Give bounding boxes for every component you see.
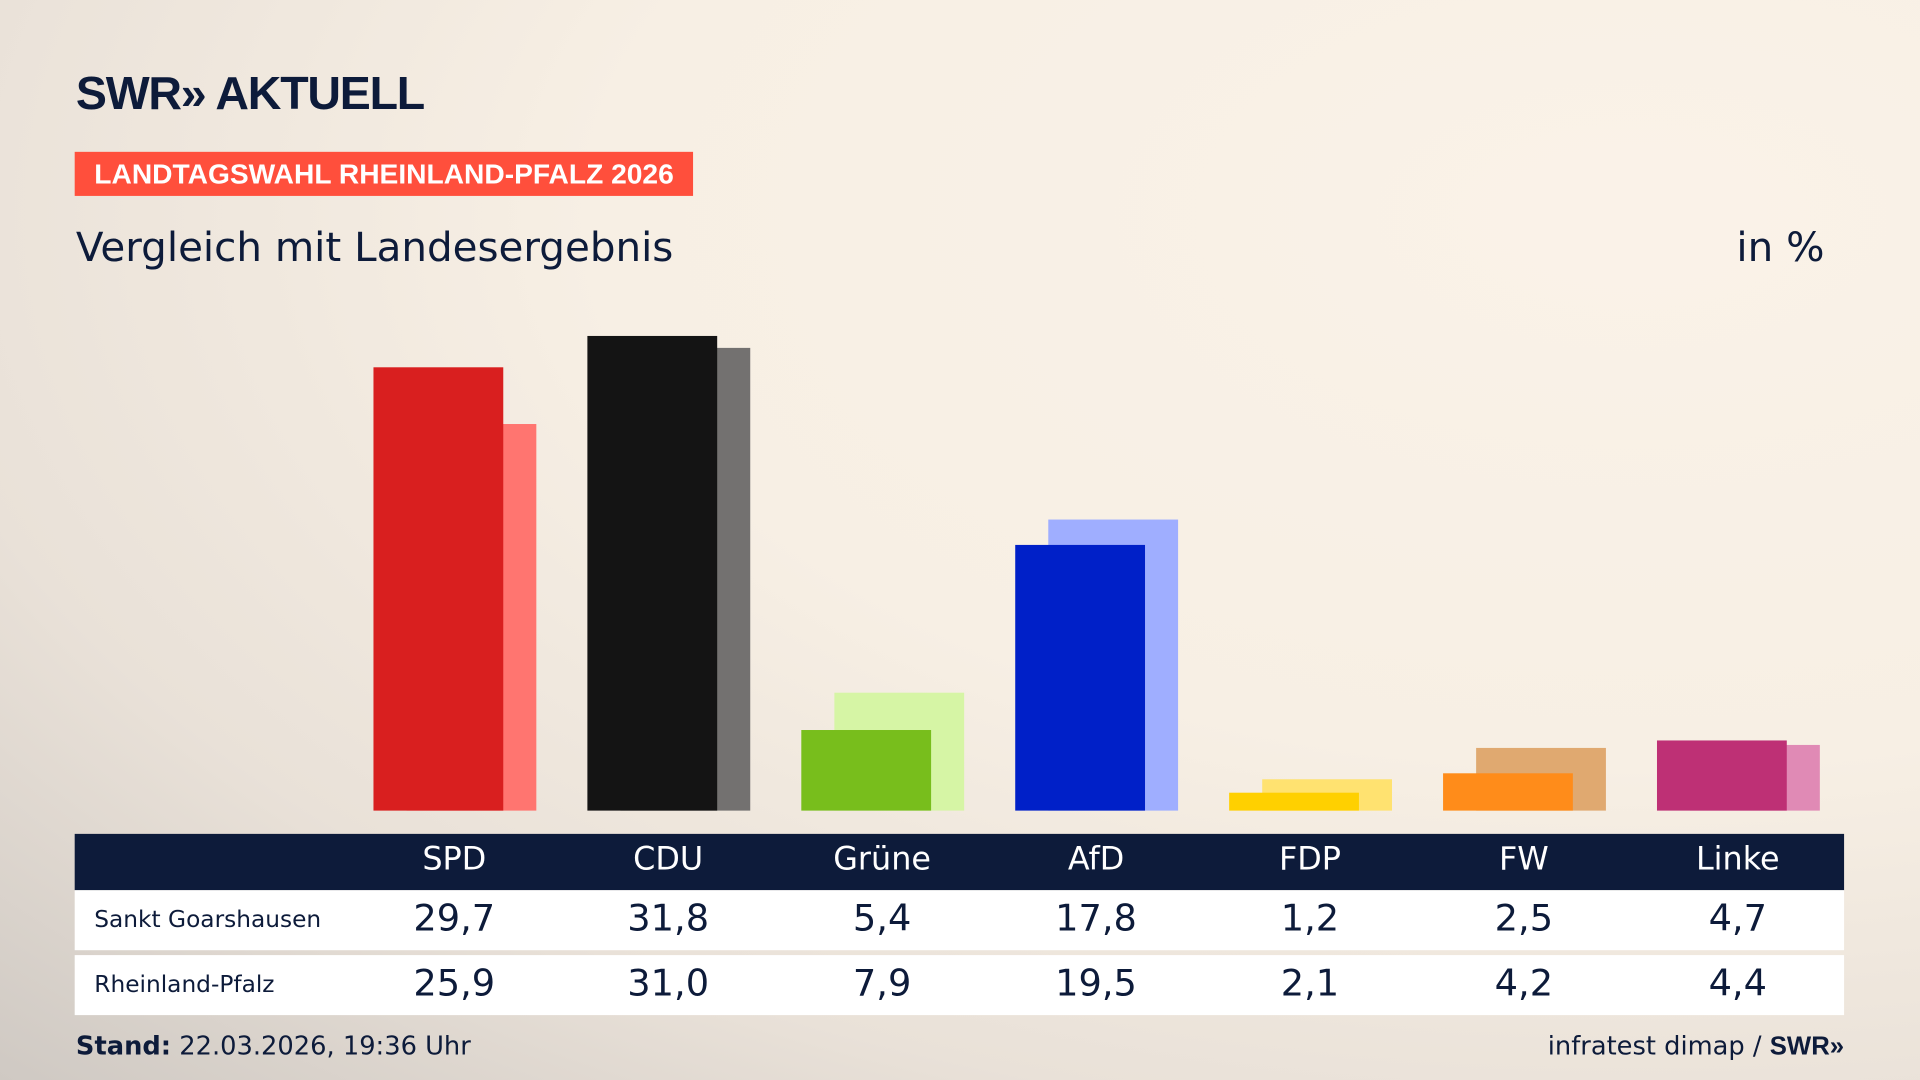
value-cell: 25,9 <box>413 962 496 1006</box>
column-header: FW <box>1498 841 1549 878</box>
value-cell: 4,2 <box>1494 962 1554 1006</box>
bar-fdp-local <box>1229 792 1359 811</box>
row-label: Sankt Goarshausen <box>94 906 322 934</box>
row-label: Rheinland-Pfalz <box>94 971 275 998</box>
value-cell: 4,7 <box>1708 897 1767 941</box>
chart-title: Vergleich mit Landesergebnis <box>75 222 674 271</box>
source: infratest dimap / SWR» <box>1548 1031 1844 1062</box>
value-cell: 17,8 <box>1055 897 1137 941</box>
column-header: SPD <box>422 841 487 878</box>
value-cell: 19,5 <box>1055 962 1137 1006</box>
stand-label: Stand: <box>75 1031 172 1061</box>
value-cell: 31,8 <box>627 897 710 941</box>
stand-value: 22.03.2026, 19:36 Uhr <box>171 1031 471 1061</box>
source-text: infratest dimap / <box>1547 1031 1770 1061</box>
value-cell: 31,0 <box>627 962 710 1006</box>
value-cell: 2,1 <box>1280 962 1340 1006</box>
swr-aktuell-logo: SWR» AKTUELL <box>75 68 425 121</box>
election-badge: LANDTAGSWAHL RHEINLAND-PFALZ 2026 <box>74 151 694 196</box>
value-cell: 7,9 <box>852 962 912 1006</box>
value-cell: 1,2 <box>1280 897 1340 941</box>
bar-grüne-local <box>801 730 932 811</box>
column-header: FDP <box>1278 841 1341 878</box>
column-header: Grüne <box>833 841 931 878</box>
value-cell: 5,4 <box>852 897 912 941</box>
column-header: AfD <box>1067 841 1125 878</box>
bar-spd-local <box>373 367 504 811</box>
swr-logo: SWR» <box>1769 1032 1845 1061</box>
value-cell: 4,4 <box>1708 962 1767 1006</box>
table-row: Rheinland-Pfalz 25,9 31,0 7,9 19,5 2,1 4,2 4,4 <box>74 955 1845 1016</box>
table-row: Sankt Goarshausen 29,7 31,8 5,4 17,8 1,2 2,5 4… <box>74 890 1845 951</box>
value-cell: 29,7 <box>413 897 496 941</box>
bar-fw-local <box>1443 773 1573 811</box>
unit-label: in % <box>1736 222 1825 271</box>
bar-cdu-local <box>587 335 718 811</box>
value-cell: 2,5 <box>1494 897 1554 941</box>
table-header: SPD CDU Grüne AfD FDP FW Linke <box>74 833 1845 891</box>
bar-afd-local <box>1015 544 1146 811</box>
column-header: CDU <box>633 841 704 878</box>
timestamp: Stand: 22.03.2026, 19:36 Uhr <box>76 1031 471 1060</box>
bar-linke-local <box>1656 740 1787 811</box>
column-header: Linke <box>1695 841 1780 878</box>
